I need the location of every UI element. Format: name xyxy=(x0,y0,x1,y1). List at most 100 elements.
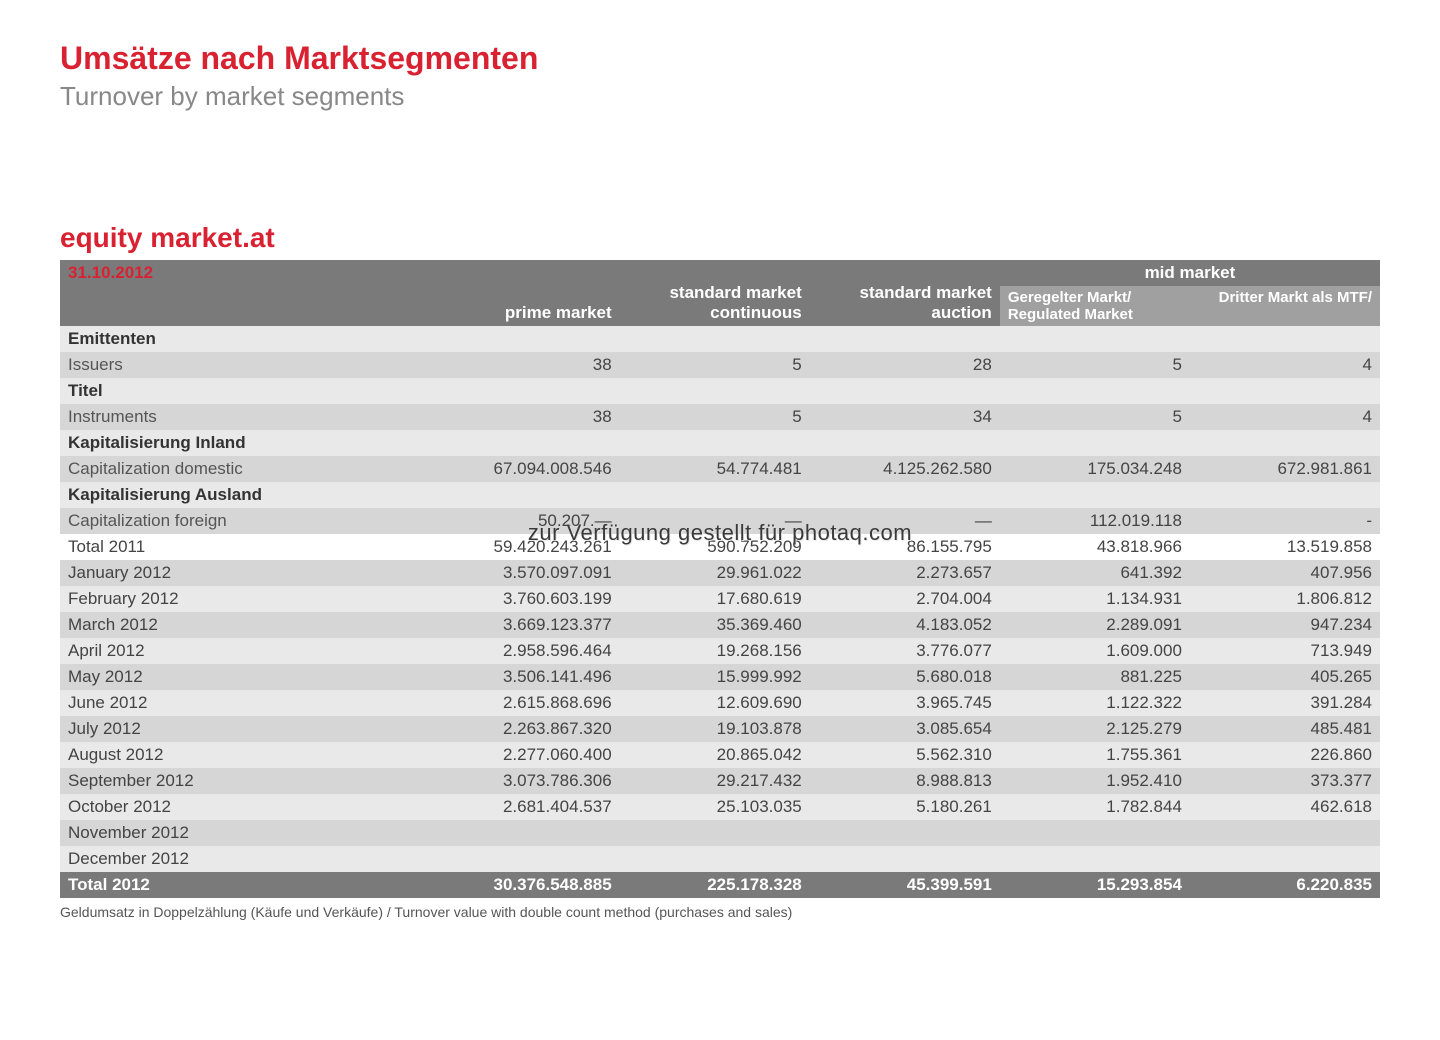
col-std-auction: standard market auction xyxy=(810,260,1000,326)
label-instruments: Instruments xyxy=(60,404,430,430)
cell: 5 xyxy=(620,404,810,430)
cell: 2.704.004 xyxy=(810,586,1000,612)
label-titel: Titel xyxy=(60,378,430,404)
table-row: February 2012 3.760.603.199 17.680.619 2… xyxy=(60,586,1380,612)
cell: 3.760.603.199 xyxy=(430,586,620,612)
cell: 86.155.795 xyxy=(810,534,1000,560)
label-issuers: Issuers xyxy=(60,352,430,378)
cell: 1.952.410 xyxy=(1000,768,1190,794)
cell: 4.183.052 xyxy=(810,612,1000,638)
cell: 407.956 xyxy=(1190,560,1380,586)
cell: 225.178.328 xyxy=(620,872,810,898)
cell: 4 xyxy=(1190,352,1380,378)
cell: 112.019.118 xyxy=(1000,508,1190,534)
cell: 391.284 xyxy=(1190,690,1380,716)
month-label: August 2012 xyxy=(60,742,430,768)
label-total-2012: Total 2012 xyxy=(60,872,430,898)
title-de: Umsätze nach Marktsegmenten xyxy=(60,40,1380,77)
cell: 50.207.— xyxy=(430,508,620,534)
cell: 226.860 xyxy=(1190,742,1380,768)
col-mid-market: mid market xyxy=(1000,260,1380,286)
cell: 38 xyxy=(430,352,620,378)
table-row: Issuers 38 5 28 5 4 xyxy=(60,352,1380,378)
cell: 2.289.091 xyxy=(1000,612,1190,638)
cell: 3.669.123.377 xyxy=(430,612,620,638)
section-title: equity market.at xyxy=(60,222,1380,254)
col-regulated: Geregelter Markt/ Regulated Market xyxy=(1000,286,1190,326)
label-kap-inland: Kapitalisierung Inland xyxy=(60,430,430,456)
month-label: May 2012 xyxy=(60,664,430,690)
turnover-table: 31.10.2012 prime market standard market … xyxy=(60,260,1380,898)
cell: 59.420.243.261 xyxy=(430,534,620,560)
cell: 881.225 xyxy=(1000,664,1190,690)
cell: 45.399.591 xyxy=(810,872,1000,898)
cell: 54.774.481 xyxy=(620,456,810,482)
month-label: December 2012 xyxy=(60,846,430,872)
cell: 1.806.812 xyxy=(1190,586,1380,612)
table-row: March 2012 3.669.123.377 35.369.460 4.18… xyxy=(60,612,1380,638)
cell: 34 xyxy=(810,404,1000,430)
cell: 38 xyxy=(430,404,620,430)
table-row: April 2012 2.958.596.464 19.268.156 3.77… xyxy=(60,638,1380,664)
table-row: Instruments 38 5 34 5 4 xyxy=(60,404,1380,430)
month-label: November 2012 xyxy=(60,820,430,846)
cell: 35.369.460 xyxy=(620,612,810,638)
label-cap-foreign: Capitalization foreign xyxy=(60,508,430,534)
month-label: June 2012 xyxy=(60,690,430,716)
cell: 2.681.404.537 xyxy=(430,794,620,820)
table-row: October 2012 2.681.404.537 25.103.035 5.… xyxy=(60,794,1380,820)
cell: 30.376.548.885 xyxy=(430,872,620,898)
cell: 3.776.077 xyxy=(810,638,1000,664)
cell: 1.609.000 xyxy=(1000,638,1190,664)
label-total-2011: Total 2011 xyxy=(60,534,430,560)
cell: 590.752.209 xyxy=(620,534,810,560)
cell: 29.217.432 xyxy=(620,768,810,794)
cell: 1.122.322 xyxy=(1000,690,1190,716)
cell: 5.180.261 xyxy=(810,794,1000,820)
cell: 5.680.018 xyxy=(810,664,1000,690)
table-row: Titel xyxy=(60,378,1380,404)
cell: 373.377 xyxy=(1190,768,1380,794)
cell: 29.961.022 xyxy=(620,560,810,586)
cell: 405.265 xyxy=(1190,664,1380,690)
cell: 1.755.361 xyxy=(1000,742,1190,768)
cell: 175.034.248 xyxy=(1000,456,1190,482)
table-row: Capitalization domestic 67.094.008.546 5… xyxy=(60,456,1380,482)
cell: 5 xyxy=(1000,352,1190,378)
table-row: August 2012 2.277.060.400 20.865.042 5.5… xyxy=(60,742,1380,768)
cell: 8.988.813 xyxy=(810,768,1000,794)
table-row: Capitalization foreign 50.207.— — — 112.… xyxy=(60,508,1380,534)
cell: 2.277.060.400 xyxy=(430,742,620,768)
cell: 485.481 xyxy=(1190,716,1380,742)
table-row: June 2012 2.615.868.696 12.609.690 3.965… xyxy=(60,690,1380,716)
cell: 1.134.931 xyxy=(1000,586,1190,612)
cell: 19.268.156 xyxy=(620,638,810,664)
table-row: Emittenten xyxy=(60,326,1380,352)
cell: 15.293.854 xyxy=(1000,872,1190,898)
cell: 462.618 xyxy=(1190,794,1380,820)
table-row-total-2011: Total 2011 59.420.243.261 590.752.209 86… xyxy=(60,534,1380,560)
cell: 1.782.844 xyxy=(1000,794,1190,820)
table-row-total-2012: Total 2012 30.376.548.885 225.178.328 45… xyxy=(60,872,1380,898)
cell: 15.999.992 xyxy=(620,664,810,690)
month-label: February 2012 xyxy=(60,586,430,612)
cell: 2.125.279 xyxy=(1000,716,1190,742)
cell: 67.094.008.546 xyxy=(430,456,620,482)
label-cap-domestic: Capitalization domestic xyxy=(60,456,430,482)
table-row: Kapitalisierung Inland xyxy=(60,430,1380,456)
cell: 4.125.262.580 xyxy=(810,456,1000,482)
cell: 672.981.861 xyxy=(1190,456,1380,482)
cell: 2.958.596.464 xyxy=(430,638,620,664)
title-en: Turnover by market segments xyxy=(60,81,1380,112)
cell: - xyxy=(1190,508,1380,534)
month-label: September 2012 xyxy=(60,768,430,794)
cell: 13.519.858 xyxy=(1190,534,1380,560)
cell: 19.103.878 xyxy=(620,716,810,742)
cell: 3.965.745 xyxy=(810,690,1000,716)
col-std-cont: standard market continuous xyxy=(620,260,810,326)
cell: 2.615.868.696 xyxy=(430,690,620,716)
cell: 43.818.966 xyxy=(1000,534,1190,560)
table-row: May 2012 3.506.141.496 15.999.992 5.680.… xyxy=(60,664,1380,690)
month-label: March 2012 xyxy=(60,612,430,638)
table-row: December 2012 xyxy=(60,846,1380,872)
